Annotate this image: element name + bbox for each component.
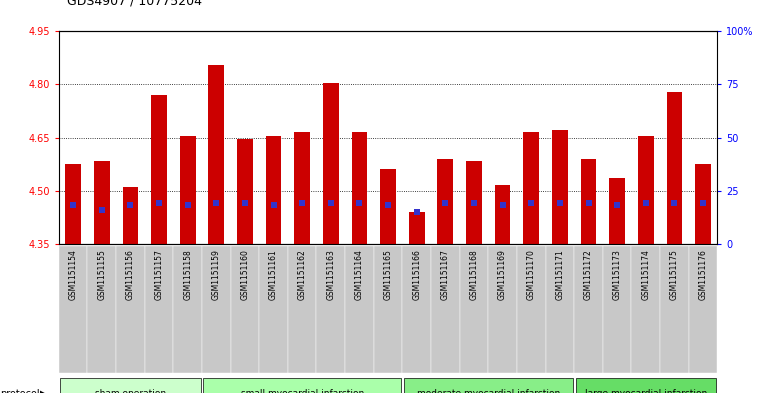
Bar [180, 136, 195, 244]
Text: GSM1151157: GSM1151157 [154, 250, 164, 300]
Text: GSM1151176: GSM1151176 [699, 250, 707, 300]
Bar [88, 246, 116, 373]
Text: GSM1151165: GSM1151165 [383, 250, 393, 300]
Bar [60, 378, 201, 393]
Bar [552, 130, 568, 244]
Text: GSM1151163: GSM1151163 [326, 250, 336, 300]
Bar [466, 161, 482, 244]
Text: GSM1151164: GSM1151164 [355, 250, 364, 300]
Text: GSM1151159: GSM1151159 [212, 250, 221, 300]
Text: GSM1151154: GSM1151154 [69, 250, 78, 300]
Bar [122, 187, 138, 244]
Bar [94, 161, 110, 244]
Text: GSM1151160: GSM1151160 [241, 250, 249, 300]
Text: GDS4907 / 10775204: GDS4907 / 10775204 [67, 0, 201, 8]
Bar [488, 246, 517, 373]
Bar [459, 246, 488, 373]
Text: moderate myocardial infarction: moderate myocardial infarction [416, 389, 560, 393]
Bar [151, 95, 167, 244]
Bar [65, 164, 81, 244]
Text: GSM1151170: GSM1151170 [527, 250, 535, 300]
Text: GSM1151166: GSM1151166 [412, 250, 421, 300]
Bar [574, 246, 603, 373]
Bar [437, 159, 453, 244]
Bar [145, 246, 173, 373]
Text: large myocardial infarction: large myocardial infarction [585, 389, 707, 393]
Text: small myocardial infarction: small myocardial infarction [241, 389, 364, 393]
Bar [524, 132, 539, 244]
Bar [59, 246, 88, 373]
Text: GSM1151168: GSM1151168 [470, 250, 478, 300]
Bar [666, 92, 682, 244]
Text: ▶: ▶ [39, 389, 47, 393]
Bar [408, 212, 425, 244]
Text: GSM1151169: GSM1151169 [498, 250, 507, 300]
Bar [575, 378, 716, 393]
Bar [351, 132, 368, 244]
Text: GSM1151162: GSM1151162 [298, 250, 307, 300]
Bar [173, 246, 202, 373]
Text: GSM1151171: GSM1151171 [555, 250, 564, 300]
Text: GSM1151167: GSM1151167 [441, 250, 450, 300]
Bar [495, 185, 510, 244]
Bar [260, 246, 288, 373]
Bar [116, 246, 145, 373]
Text: GSM1151158: GSM1151158 [183, 250, 192, 300]
Text: GSM1151155: GSM1151155 [97, 250, 107, 300]
Bar [546, 246, 574, 373]
Bar [402, 246, 431, 373]
Bar [517, 246, 546, 373]
Bar [431, 246, 459, 373]
Bar [631, 246, 660, 373]
Text: protocol: protocol [0, 389, 40, 393]
Bar [209, 65, 224, 244]
Bar [288, 246, 317, 373]
Text: sham operation: sham operation [95, 389, 166, 393]
Bar [581, 159, 597, 244]
Bar [237, 140, 252, 244]
Bar [317, 246, 345, 373]
Bar [695, 164, 711, 244]
Bar [660, 246, 688, 373]
Bar [203, 378, 401, 393]
Text: GSM1151175: GSM1151175 [670, 250, 679, 300]
Text: GSM1151174: GSM1151174 [641, 250, 650, 300]
Bar [323, 83, 339, 244]
Text: GSM1151173: GSM1151173 [612, 250, 622, 300]
Text: GSM1151172: GSM1151172 [584, 250, 593, 300]
Bar [230, 246, 260, 373]
Bar [688, 246, 717, 373]
Bar [345, 246, 374, 373]
Bar [294, 132, 310, 244]
Bar [202, 246, 230, 373]
Bar [380, 169, 396, 244]
Bar [603, 246, 631, 373]
Bar [404, 378, 573, 393]
Bar [609, 178, 625, 244]
Bar [374, 246, 402, 373]
Text: GSM1151161: GSM1151161 [269, 250, 278, 300]
Bar [638, 136, 654, 244]
Text: GSM1151156: GSM1151156 [126, 250, 135, 300]
Bar [266, 136, 281, 244]
